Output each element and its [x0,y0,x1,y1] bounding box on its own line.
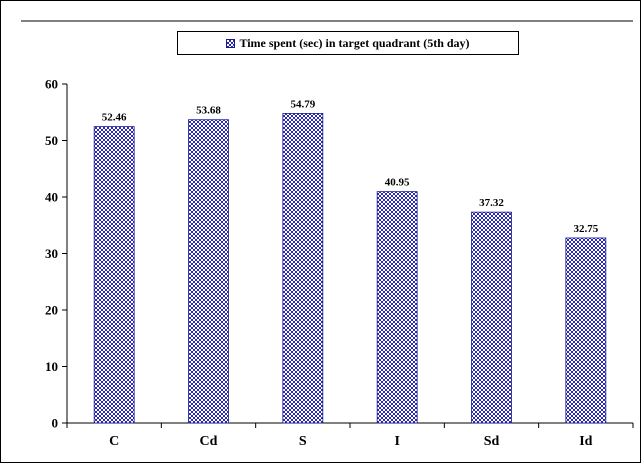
x-tick-label: C [109,434,119,449]
bar [376,191,418,424]
data-label: 37.32 [479,197,504,209]
y-tick-label: 40 [45,190,58,205]
data-label: 32.75 [573,223,598,235]
y-tick-label: 30 [45,246,58,261]
x-axis: C Cd S I Sd Id [66,422,634,449]
data-label: 40.95 [385,177,410,189]
y-axis: 0 10 20 30 40 50 60 [45,77,68,431]
x-tick-label: I [394,434,399,449]
bar [93,126,135,424]
y-tick-label: 50 [45,133,58,148]
x-tick-label: Id [579,434,592,449]
bars [93,113,607,424]
x-tick-label: S [299,434,307,449]
y-tick-label: 0 [52,416,59,431]
x-tick-label: Cd [200,434,218,449]
y-tick-label: 60 [45,77,58,92]
y-tick-label: 20 [45,303,58,318]
y-tick-label: 10 [45,359,58,374]
bar [565,237,607,424]
x-tick-label: Sd [484,434,500,449]
data-label: 52.46 [102,112,127,124]
legend-label: Time spent (sec) in target quadrant (5th… [239,35,470,50]
bar [282,113,324,424]
bar [188,119,229,424]
value-labels: 52.46 53.68 54.79 40.95 37.32 32.75 [102,98,599,235]
bar [471,211,512,424]
legend: Time spent (sec) in target quadrant (5th… [177,31,519,55]
legend-swatch-icon [226,38,236,48]
data-label: 53.68 [196,105,221,117]
data-label: 54.79 [290,98,315,110]
